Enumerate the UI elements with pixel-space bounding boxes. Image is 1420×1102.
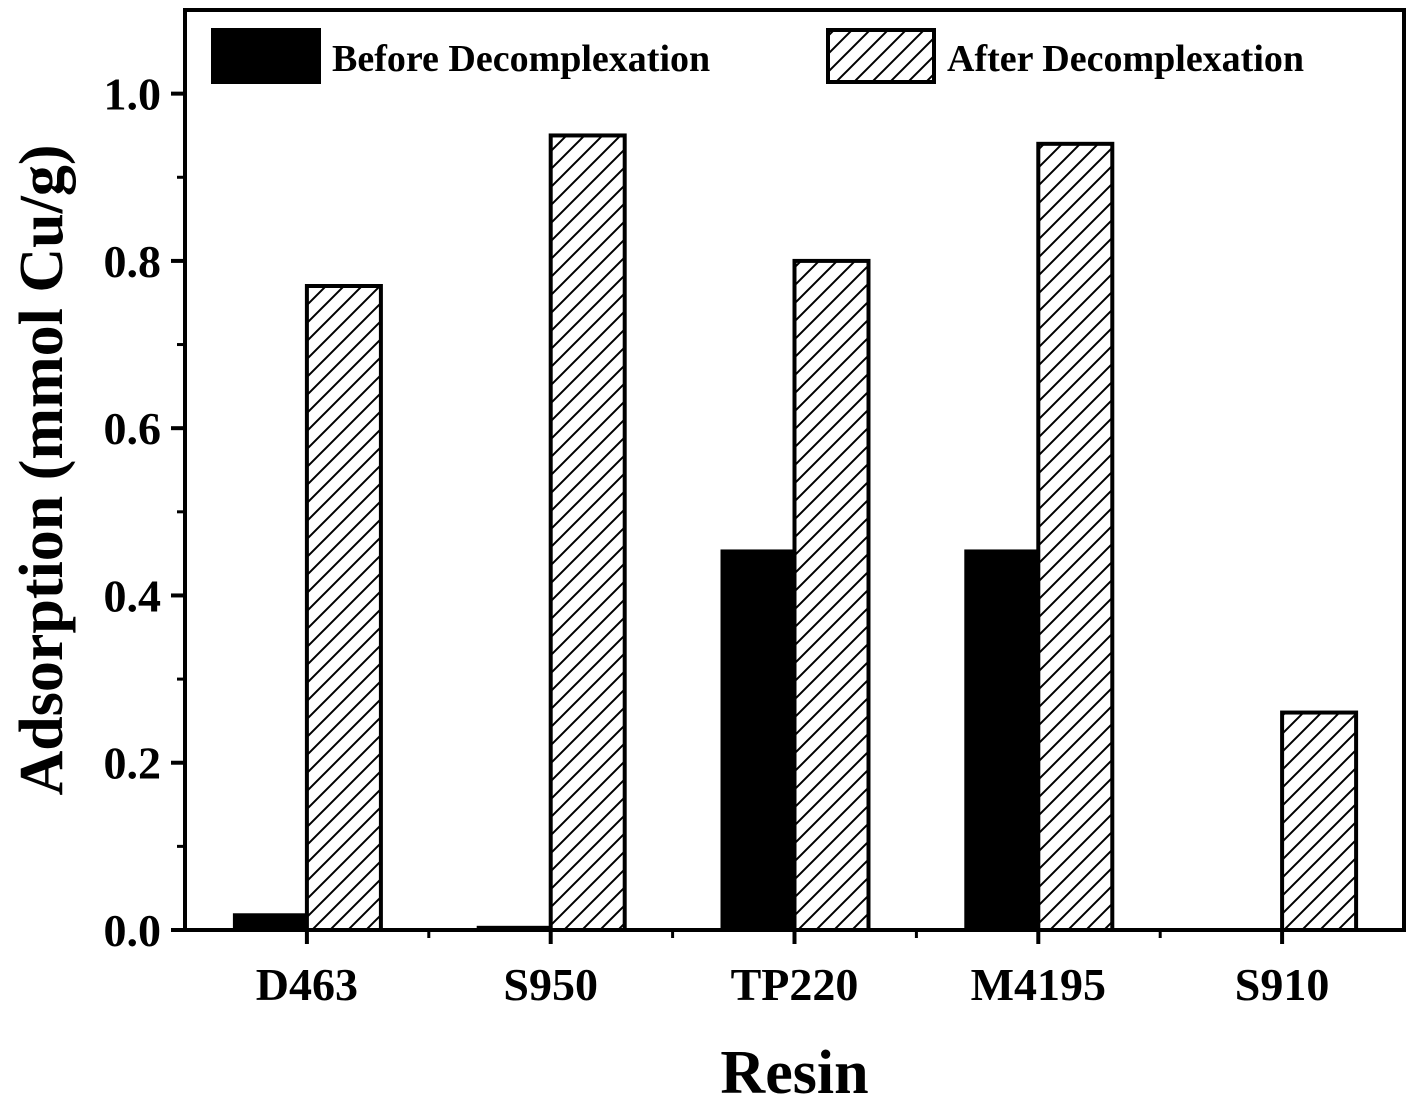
bar-after-s950 xyxy=(548,133,627,933)
x-axis: D463 S950 TP220 M4195 S910 xyxy=(256,930,1330,1010)
x-tick-label: M4195 xyxy=(971,959,1106,1010)
legend-swatch-after xyxy=(826,28,936,84)
bar-after-s910 xyxy=(1280,710,1359,933)
y-tick-label: 0.6 xyxy=(104,403,162,454)
bar-before-m4195 xyxy=(964,549,1039,930)
y-tick-label: 0.2 xyxy=(104,738,162,789)
x-tick-label: S910 xyxy=(1235,959,1330,1010)
x-tick-label: S950 xyxy=(503,959,598,1010)
x-tick-label: D463 xyxy=(256,959,358,1010)
bar-after-tp220 xyxy=(792,258,871,932)
legend-label-after: After Decomplexation xyxy=(947,38,1304,80)
bar-after-m4195 xyxy=(1036,141,1115,932)
plot-frame xyxy=(183,8,1406,932)
y-tick-label: 0.0 xyxy=(104,905,162,956)
y-tick-label: 0.8 xyxy=(104,236,162,287)
y-axis-title: Adsorption (mmol Cu/g) xyxy=(8,144,76,795)
legend-label-before: Before Decomplexation xyxy=(332,38,710,80)
bar-after-d463 xyxy=(304,284,383,932)
bars-layer xyxy=(232,133,1359,933)
x-tick-label: TP220 xyxy=(731,959,859,1010)
bar-before-d463 xyxy=(232,913,307,930)
legend-swatch-before xyxy=(211,28,321,84)
legend: Before Decomplexation After Decomplexatio… xyxy=(211,28,1304,84)
y-tick-label: 0.4 xyxy=(104,570,162,621)
x-axis-title: Resin xyxy=(720,1039,868,1102)
y-axis: 0.0 0.2 0.4 0.6 0.8 1.0 xyxy=(104,69,185,956)
y-tick-label: 1.0 xyxy=(104,69,162,120)
bar-before-tp220 xyxy=(720,549,795,930)
bar-before-s950 xyxy=(476,925,551,930)
